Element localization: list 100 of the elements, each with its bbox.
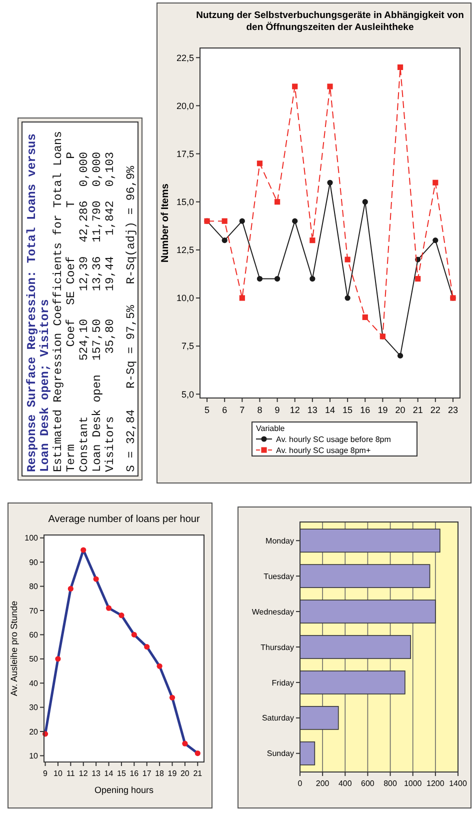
x-tick-label: 8 bbox=[257, 405, 262, 415]
y-tick-label: 12,5 bbox=[176, 245, 194, 256]
x-tick-label: 12 bbox=[290, 405, 300, 415]
x-tick-label: 15 bbox=[117, 769, 126, 778]
x-tick-label: 1000 bbox=[404, 779, 422, 788]
x-tick-label: 400 bbox=[338, 779, 352, 788]
y-tick-label: 5,0 bbox=[181, 389, 194, 400]
y-tick-label: 20,0 bbox=[176, 100, 194, 111]
text: Constant 524,10 12,39 42,286 0,000 bbox=[78, 152, 91, 472]
text: Term Coef SE Coef T P bbox=[65, 152, 78, 472]
x-tick-label: 9 bbox=[43, 769, 48, 778]
point bbox=[310, 238, 316, 244]
point bbox=[156, 663, 162, 669]
y-tick-label: 40 bbox=[29, 678, 39, 688]
y-axis-title: Number of Items bbox=[160, 183, 171, 262]
point bbox=[327, 180, 333, 186]
x-tick-label: 16 bbox=[130, 769, 140, 778]
y-tick-label: 10 bbox=[29, 752, 39, 761]
point bbox=[131, 632, 137, 638]
x-tick-label: 15 bbox=[342, 405, 353, 415]
x-tick-label: 1400 bbox=[449, 779, 468, 788]
point bbox=[222, 238, 228, 244]
x-tick-label: 200 bbox=[316, 779, 330, 788]
point bbox=[397, 64, 404, 70]
x-tick-label: 13 bbox=[92, 769, 102, 778]
y-tick-label: 90 bbox=[29, 558, 39, 567]
y-tick-label: Wednesday bbox=[252, 607, 294, 616]
point bbox=[256, 276, 263, 282]
point bbox=[93, 576, 99, 582]
x-tick-label: 5 bbox=[204, 405, 210, 415]
x-tick-label: 600 bbox=[361, 779, 375, 788]
point bbox=[292, 218, 298, 224]
x-tick-label: 800 bbox=[384, 779, 398, 788]
point bbox=[118, 612, 124, 618]
point bbox=[362, 199, 368, 205]
y-tick-label: 80 bbox=[29, 582, 39, 592]
x-tick-label: 19 bbox=[378, 405, 388, 415]
x-tick-label: 12 bbox=[78, 769, 88, 778]
y-tick-label: 50 bbox=[29, 654, 39, 664]
y-tick-label: 10,0 bbox=[176, 293, 194, 304]
y-tick-label: 60 bbox=[29, 630, 39, 640]
legend-title: Variable bbox=[256, 424, 286, 433]
x-tick-label: 20 bbox=[395, 405, 406, 415]
x-tick-label: 9 bbox=[274, 405, 280, 415]
point bbox=[144, 644, 150, 650]
y-tick-label: 100 bbox=[24, 534, 39, 543]
x-tick-label: 21 bbox=[193, 769, 203, 778]
point bbox=[256, 160, 263, 166]
point bbox=[274, 276, 280, 282]
point bbox=[344, 256, 350, 262]
text: Estimated Regression Coefficients for Total Loans bbox=[52, 131, 65, 472]
point bbox=[310, 276, 316, 282]
point bbox=[80, 547, 86, 553]
y-tick-label: 20 bbox=[29, 727, 39, 736]
x-tick-label: 1200 bbox=[426, 779, 445, 788]
point bbox=[55, 656, 61, 662]
x-tick-label: 11 bbox=[66, 769, 76, 778]
x-tick-label: 18 bbox=[155, 769, 165, 778]
y-tick-label: Saturday bbox=[262, 714, 294, 723]
y-tick-label: 7,5 bbox=[181, 341, 194, 352]
x-tick-label: 23 bbox=[448, 405, 458, 415]
x-tick-label: 0 bbox=[298, 779, 303, 788]
x-tick-label: 19 bbox=[168, 769, 178, 778]
y-tick-label: 22,5 bbox=[176, 52, 194, 63]
x-tick-label: 6 bbox=[222, 405, 228, 415]
y-axis-title: Av. Ausleihe pro Stunde bbox=[9, 600, 19, 696]
x-tick-label: 16 bbox=[360, 405, 370, 415]
y-tick-label: 30 bbox=[29, 703, 39, 712]
x-tick-label: 14 bbox=[324, 405, 336, 415]
x-tick-label: 13 bbox=[307, 405, 318, 415]
x-tick-label: 10 bbox=[54, 769, 63, 778]
text: S = 32,84 R-Sq = 97,5% R-Sq(adj) = 96,9% bbox=[125, 166, 138, 472]
y-tick-label: 17,5 bbox=[176, 148, 194, 159]
x-tick-label: 17 bbox=[142, 769, 152, 778]
legend-label: Av. hourly SC usage before 8pm bbox=[276, 434, 392, 444]
point bbox=[432, 180, 438, 186]
x-axis-title: Opening hours bbox=[94, 785, 154, 795]
text: Response Surface Regression: Total Loans versus Loan Desk open; Visitors bbox=[25, 134, 52, 472]
point bbox=[239, 218, 245, 224]
y-tick-label: Monday bbox=[266, 536, 294, 546]
y-tick-label: Sunday bbox=[266, 749, 294, 758]
y-tick-label: 15,0 bbox=[176, 196, 194, 207]
point bbox=[169, 694, 176, 700]
point bbox=[194, 750, 200, 756]
x-tick-label: 14 bbox=[104, 769, 114, 778]
x-tick-label: 7 bbox=[240, 405, 245, 415]
point bbox=[362, 314, 368, 320]
chart-title: Nutzung der Selbstverbuchungsgeräte in Abhängigkeit von den Öffnungszeiten der Ausleihtheke bbox=[196, 10, 464, 33]
y-tick-label: Friday bbox=[272, 678, 294, 688]
point bbox=[239, 295, 245, 301]
x-tick-label: 21 bbox=[412, 405, 423, 415]
point bbox=[182, 740, 188, 746]
point bbox=[397, 352, 404, 358]
y-tick-label: 70 bbox=[29, 606, 39, 616]
point bbox=[344, 295, 350, 301]
y-tick-label: Thursday bbox=[260, 642, 294, 652]
chart-title: Average number of loans per hour bbox=[48, 514, 200, 525]
point bbox=[415, 276, 421, 282]
text: Visitors 35,80 19,44 1,842 0,103 bbox=[104, 152, 117, 472]
point bbox=[106, 605, 112, 611]
